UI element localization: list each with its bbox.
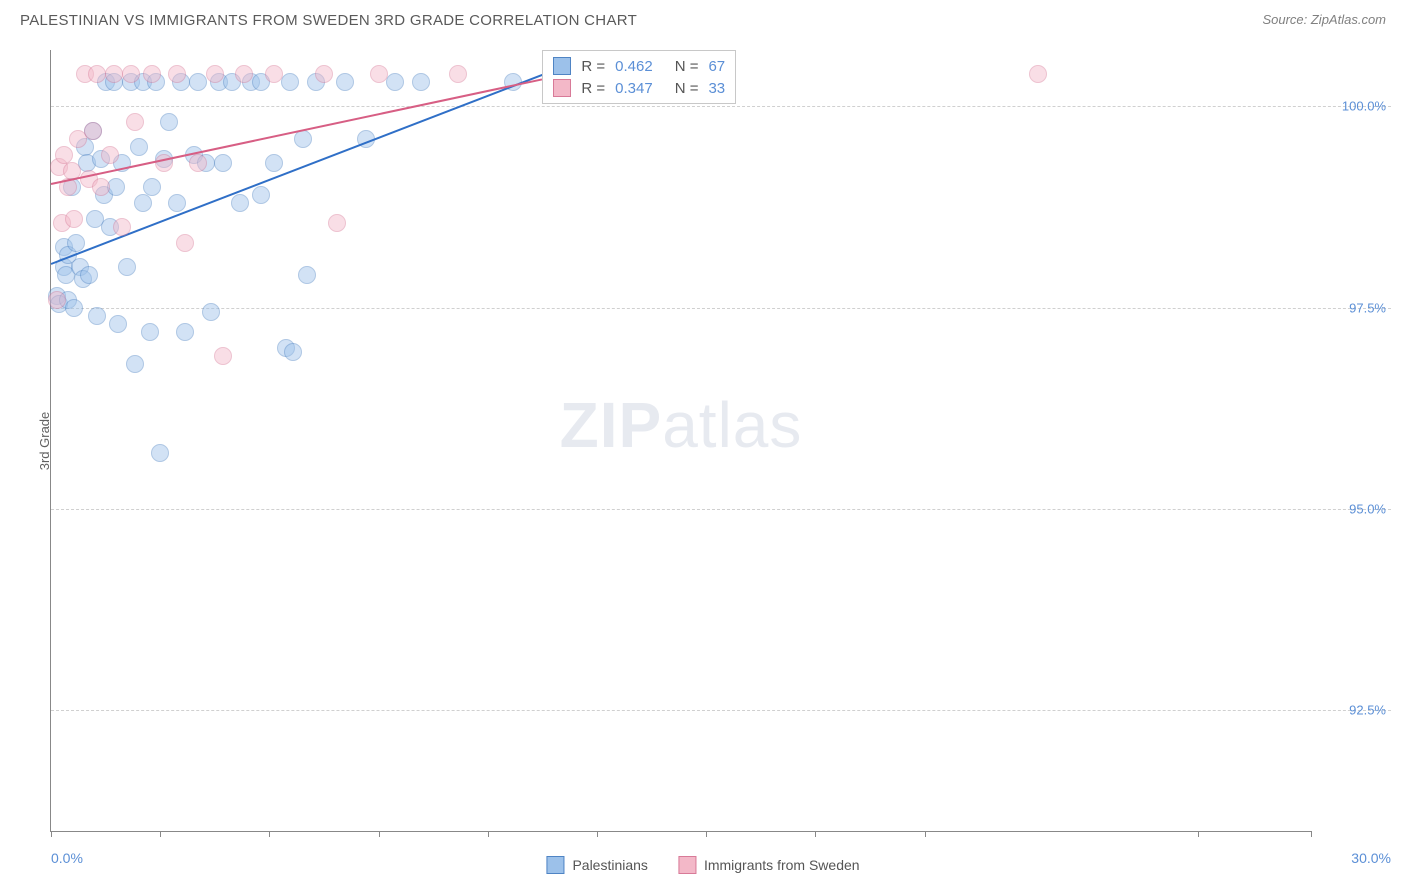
stats-row: R = 0.462 N = 67 bbox=[549, 55, 729, 77]
data-point bbox=[143, 178, 161, 196]
data-point bbox=[143, 65, 161, 83]
x-tick bbox=[597, 831, 598, 837]
stat-n-value: 33 bbox=[708, 80, 725, 97]
data-point bbox=[281, 73, 299, 91]
y-tick-label: 95.0% bbox=[1349, 501, 1386, 516]
data-point bbox=[265, 154, 283, 172]
y-tick-label: 97.5% bbox=[1349, 300, 1386, 315]
stat-r-value: 0.347 bbox=[615, 80, 653, 97]
data-point bbox=[168, 65, 186, 83]
y-tick-label: 100.0% bbox=[1342, 99, 1386, 114]
data-point bbox=[109, 315, 127, 333]
data-point bbox=[284, 343, 302, 361]
data-point bbox=[126, 355, 144, 373]
data-point bbox=[48, 291, 66, 309]
data-point bbox=[265, 65, 283, 83]
legend-item: Immigrants from Sweden bbox=[678, 856, 860, 874]
stat-n-value: 67 bbox=[708, 58, 725, 75]
data-point bbox=[65, 299, 83, 317]
data-point bbox=[118, 258, 136, 276]
gridline bbox=[51, 308, 1391, 309]
gridline bbox=[51, 710, 1391, 711]
stats-row: R = 0.347 N = 33 bbox=[549, 77, 729, 99]
gridline bbox=[51, 509, 1391, 510]
data-point bbox=[386, 73, 404, 91]
data-point bbox=[235, 65, 253, 83]
stat-n-label: N = bbox=[675, 58, 699, 75]
data-point bbox=[105, 65, 123, 83]
data-point bbox=[130, 138, 148, 156]
legend-item: Palestinians bbox=[546, 856, 648, 874]
stat-n-label: N = bbox=[675, 80, 699, 97]
data-point bbox=[231, 194, 249, 212]
data-point bbox=[328, 214, 346, 232]
x-min-label: 0.0% bbox=[51, 850, 83, 866]
data-point bbox=[151, 444, 169, 462]
data-point bbox=[134, 194, 152, 212]
legend-label: Palestinians bbox=[572, 857, 648, 873]
data-point bbox=[412, 73, 430, 91]
series-swatch-icon bbox=[553, 79, 571, 97]
x-tick bbox=[706, 831, 707, 837]
data-point bbox=[160, 113, 178, 131]
data-point bbox=[126, 113, 144, 131]
watermark-zip: ZIP bbox=[560, 389, 663, 461]
data-point bbox=[252, 186, 270, 204]
y-tick-label: 92.5% bbox=[1349, 703, 1386, 718]
data-point bbox=[168, 194, 186, 212]
stat-r-label: R = bbox=[581, 58, 605, 75]
source-label: Source: ZipAtlas.com bbox=[1262, 12, 1386, 27]
x-tick bbox=[51, 831, 52, 837]
data-point bbox=[176, 323, 194, 341]
data-point bbox=[92, 178, 110, 196]
data-point bbox=[214, 347, 232, 365]
data-point bbox=[88, 65, 106, 83]
stat-r-label: R = bbox=[581, 80, 605, 97]
data-point bbox=[80, 266, 98, 284]
data-point bbox=[214, 154, 232, 172]
legend-swatch-icon bbox=[546, 856, 564, 874]
series-swatch-icon bbox=[553, 57, 571, 75]
plot-region: ZIPatlas 100.0%97.5%95.0%92.5%0.0%30.0%R… bbox=[50, 50, 1311, 832]
x-tick bbox=[1311, 831, 1312, 837]
data-point bbox=[449, 65, 467, 83]
x-tick bbox=[1198, 831, 1199, 837]
data-point bbox=[101, 146, 119, 164]
x-tick bbox=[488, 831, 489, 837]
data-point bbox=[122, 65, 140, 83]
x-tick bbox=[160, 831, 161, 837]
data-point bbox=[65, 210, 83, 228]
data-point bbox=[189, 73, 207, 91]
watermark: ZIPatlas bbox=[560, 388, 803, 462]
legend-label: Immigrants from Sweden bbox=[704, 857, 860, 873]
watermark-atlas: atlas bbox=[662, 389, 802, 461]
header: PALESTINIAN VS IMMIGRANTS FROM SWEDEN 3R… bbox=[0, 0, 1406, 33]
data-point bbox=[176, 234, 194, 252]
data-point bbox=[1029, 65, 1047, 83]
data-point bbox=[336, 73, 354, 91]
legend: Palestinians Immigrants from Sweden bbox=[546, 856, 859, 874]
stats-box: R = 0.462 N = 67 R = 0.347 N = 33 bbox=[542, 50, 736, 104]
data-point bbox=[315, 65, 333, 83]
x-max-label: 30.0% bbox=[1351, 850, 1391, 866]
x-tick bbox=[815, 831, 816, 837]
gridline bbox=[51, 106, 1391, 107]
data-point bbox=[189, 154, 207, 172]
data-point bbox=[84, 122, 102, 140]
legend-swatch-icon bbox=[678, 856, 696, 874]
x-tick bbox=[379, 831, 380, 837]
data-point bbox=[88, 307, 106, 325]
data-point bbox=[141, 323, 159, 341]
x-tick bbox=[269, 831, 270, 837]
data-point bbox=[370, 65, 388, 83]
data-point bbox=[206, 65, 224, 83]
chart-area: 3rd Grade ZIPatlas 100.0%97.5%95.0%92.5%… bbox=[50, 50, 1391, 832]
data-point bbox=[202, 303, 220, 321]
stat-r-value: 0.462 bbox=[615, 58, 653, 75]
data-point bbox=[113, 218, 131, 236]
chart-title: PALESTINIAN VS IMMIGRANTS FROM SWEDEN 3R… bbox=[20, 12, 637, 29]
x-tick bbox=[925, 831, 926, 837]
data-point bbox=[298, 266, 316, 284]
